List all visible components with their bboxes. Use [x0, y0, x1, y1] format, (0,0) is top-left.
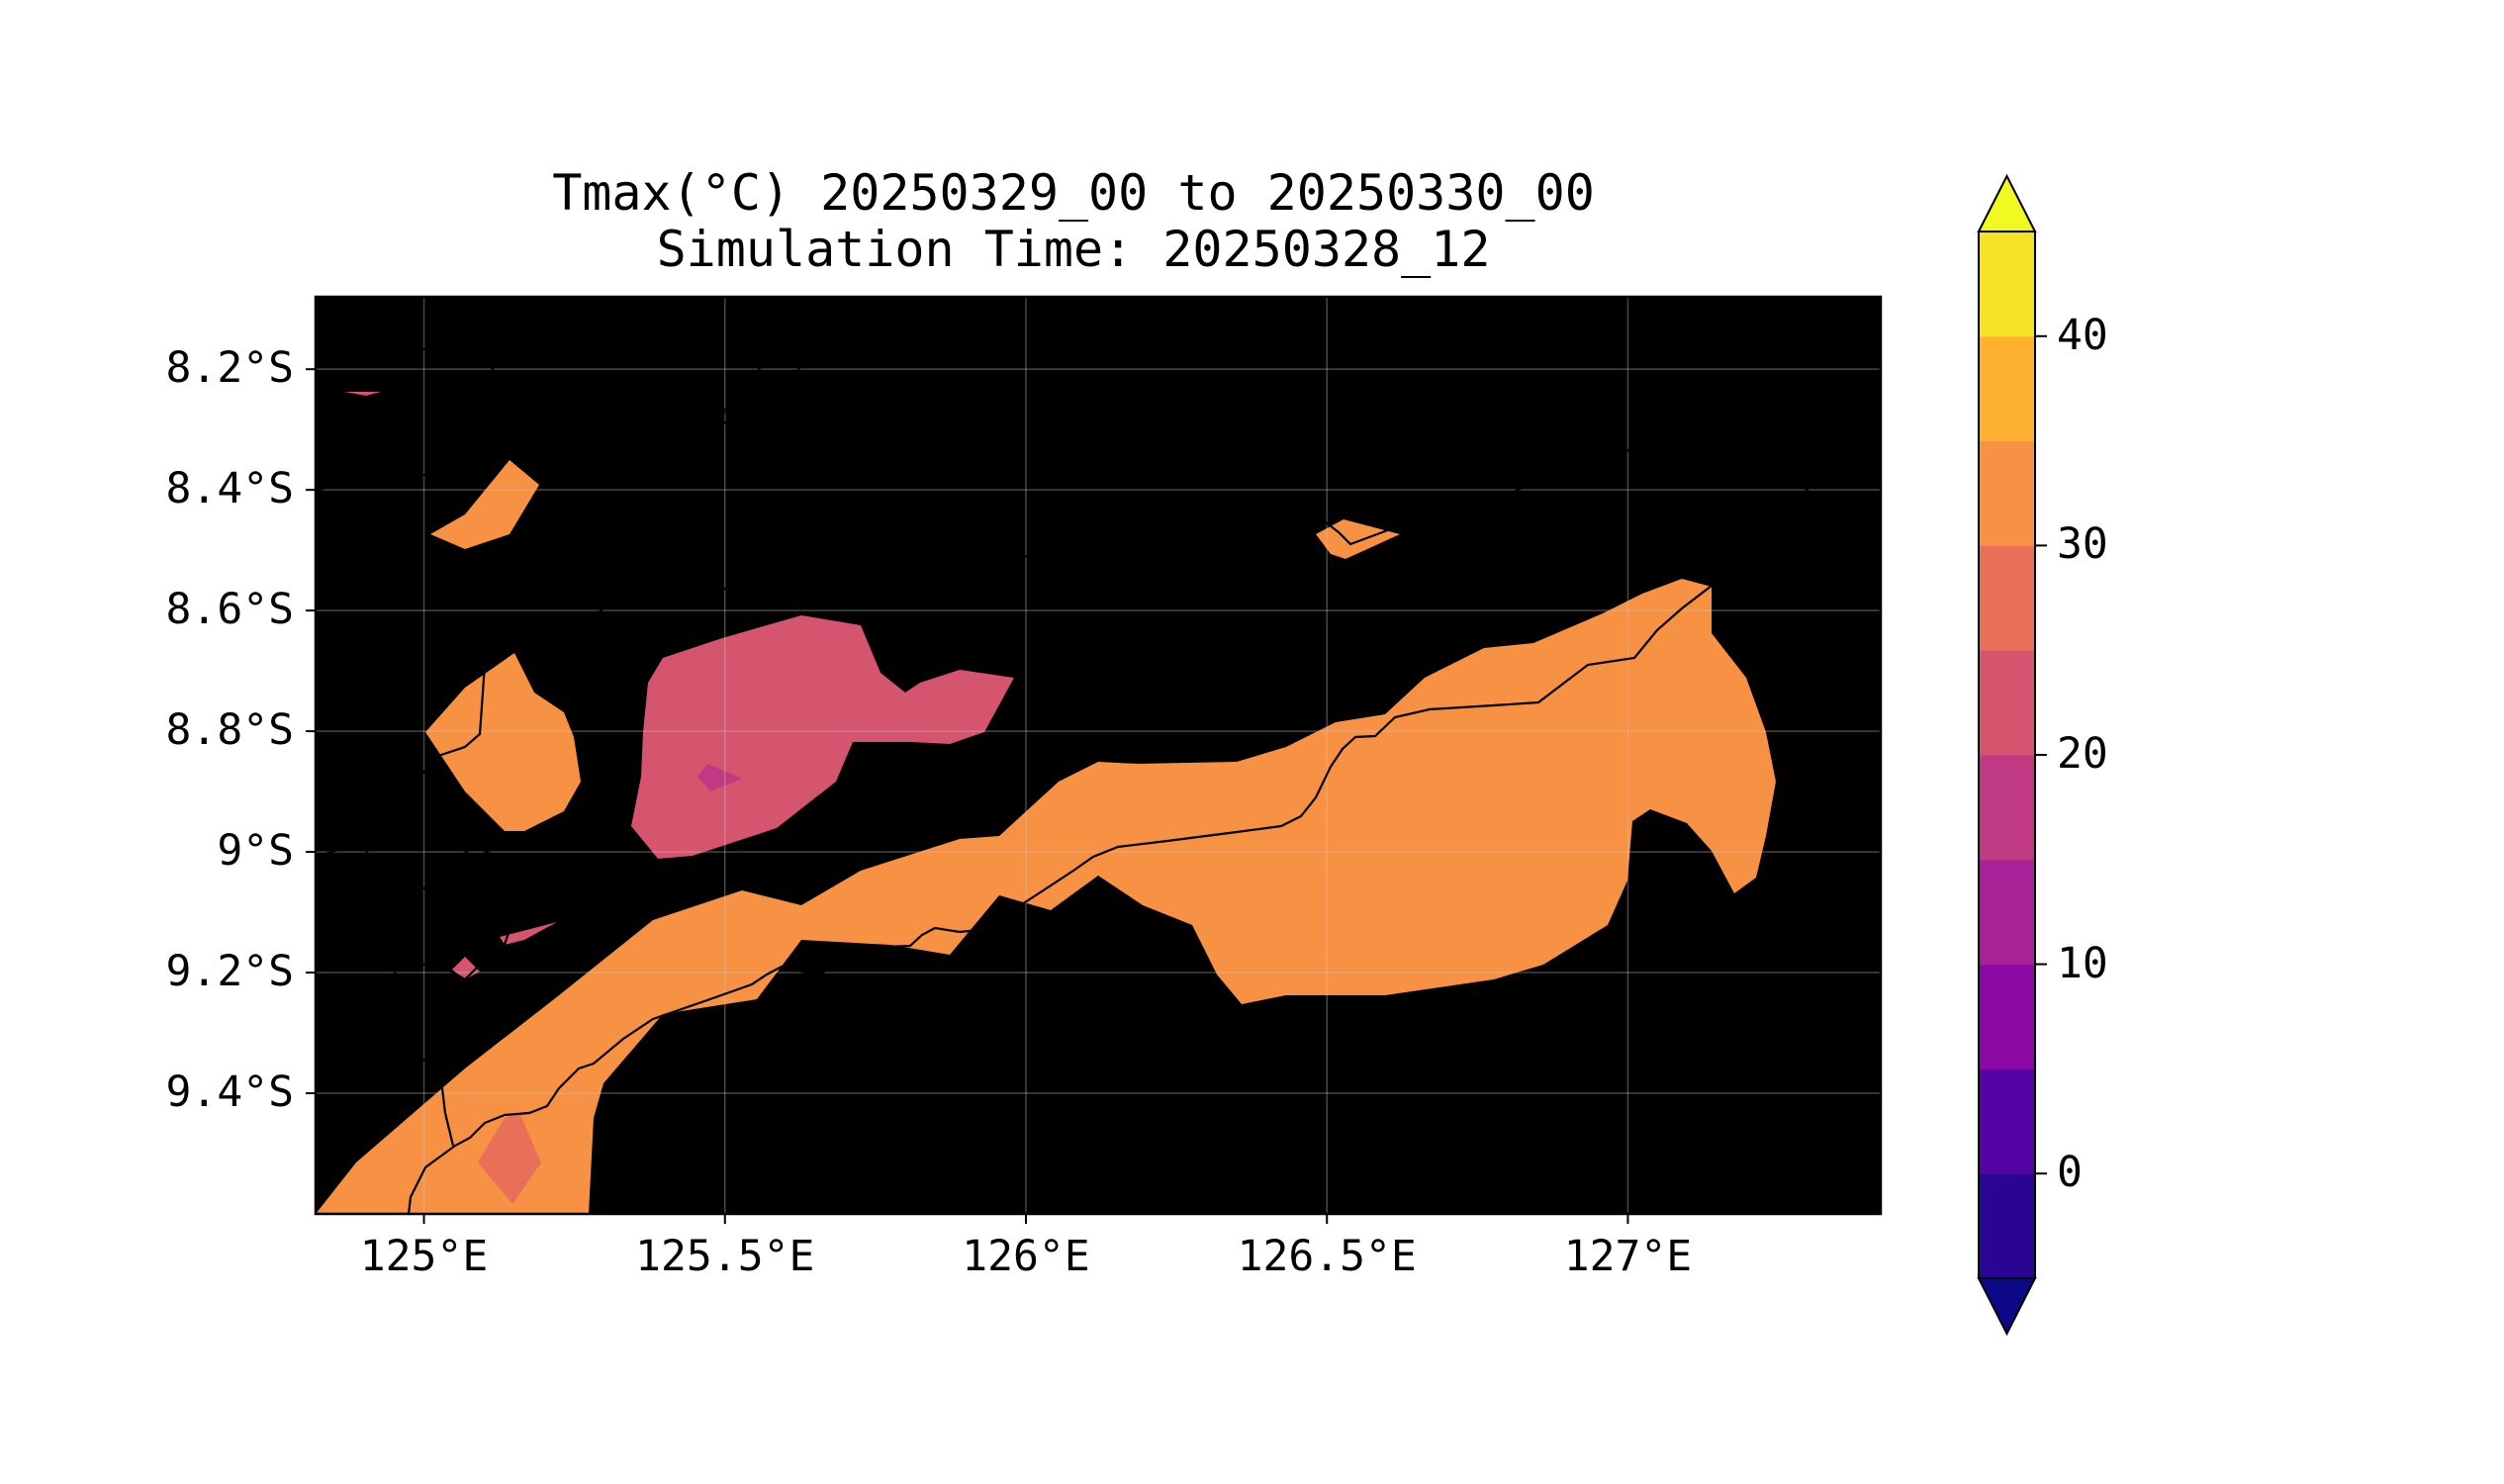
colorbar-tick-label: 0 — [2057, 1148, 2083, 1198]
coastline-wetar — [316, 339, 504, 493]
colorbar-bin — [1979, 1068, 2035, 1174]
colorbar-bin — [1979, 650, 2035, 756]
lon-tick-label: 125°E — [359, 1232, 489, 1281]
lat-tick-label: 8.4°S — [165, 464, 294, 514]
contour-20-25-south — [500, 922, 557, 945]
contour-fills — [316, 392, 1776, 1214]
colorbar-bin — [1979, 335, 2035, 442]
colorbar-bin — [1979, 232, 2035, 337]
contour-30-35-cape — [1316, 519, 1400, 559]
contour-20-25-spot — [452, 957, 480, 979]
colorbar-bin — [1979, 964, 2035, 1069]
colorbar-tick-label: 10 — [2057, 938, 2108, 988]
contour-30-35-main — [316, 579, 1776, 1214]
graticule — [316, 297, 1881, 1214]
lat-tick-label: 8.8°S — [165, 705, 294, 756]
lat-tick-label: 9.4°S — [165, 1067, 294, 1118]
coastline-timor — [316, 435, 1814, 1214]
coastline-kisar — [1710, 297, 1768, 319]
colorbar-bin — [1979, 755, 2035, 861]
coastline-kupang — [362, 830, 518, 1147]
map-frame — [314, 295, 1883, 1216]
colorbar-bin — [1979, 1173, 2035, 1279]
lat-tick-label: 9°S — [217, 826, 294, 877]
lon-tick-label: 125.5°E — [635, 1232, 815, 1281]
lat-tick-label: 9.2°S — [165, 947, 294, 997]
contour-15-20-spot — [697, 764, 742, 791]
map-subtitle: Simulation Time: 20250328_12 — [656, 221, 1491, 278]
coastline-atauro — [720, 329, 811, 446]
contour-20-25-central — [631, 615, 1014, 859]
lon-axis-ticks — [422, 1214, 1629, 1224]
lon-tick-label: 126°E — [962, 1232, 1090, 1281]
colorbar-extend-max — [1977, 173, 2037, 232]
lon-tick-label: 126.5°E — [1237, 1232, 1417, 1281]
colorbar — [1977, 173, 2047, 1337]
colorbar-tick-label: 40 — [2057, 310, 2108, 360]
contour-25-30-pocket — [478, 1113, 541, 1204]
lon-tick-label: 127°E — [1563, 1232, 1693, 1281]
contour-20-25-nw — [344, 392, 381, 396]
colorbar-tick-label: 30 — [2057, 519, 2108, 570]
lat-tick-label: 8.2°S — [165, 343, 294, 394]
colorbar-extend-min — [1977, 1277, 2037, 1337]
colorbar-bin — [1979, 859, 2035, 966]
contour-30-35-north — [430, 460, 539, 549]
lat-axis-ticks — [306, 368, 316, 1095]
colorbar-tick-label: 20 — [2057, 729, 2108, 779]
lat-tick-label: 8.6°S — [165, 585, 294, 635]
colorbar-bin — [1979, 545, 2035, 651]
coastlines — [316, 297, 1814, 1214]
map-title: Tmax(°C) 20250329_00 to 20250330_00 — [552, 164, 1595, 222]
contour-30-35-west — [425, 653, 581, 831]
colorbar-bin — [1979, 440, 2035, 546]
